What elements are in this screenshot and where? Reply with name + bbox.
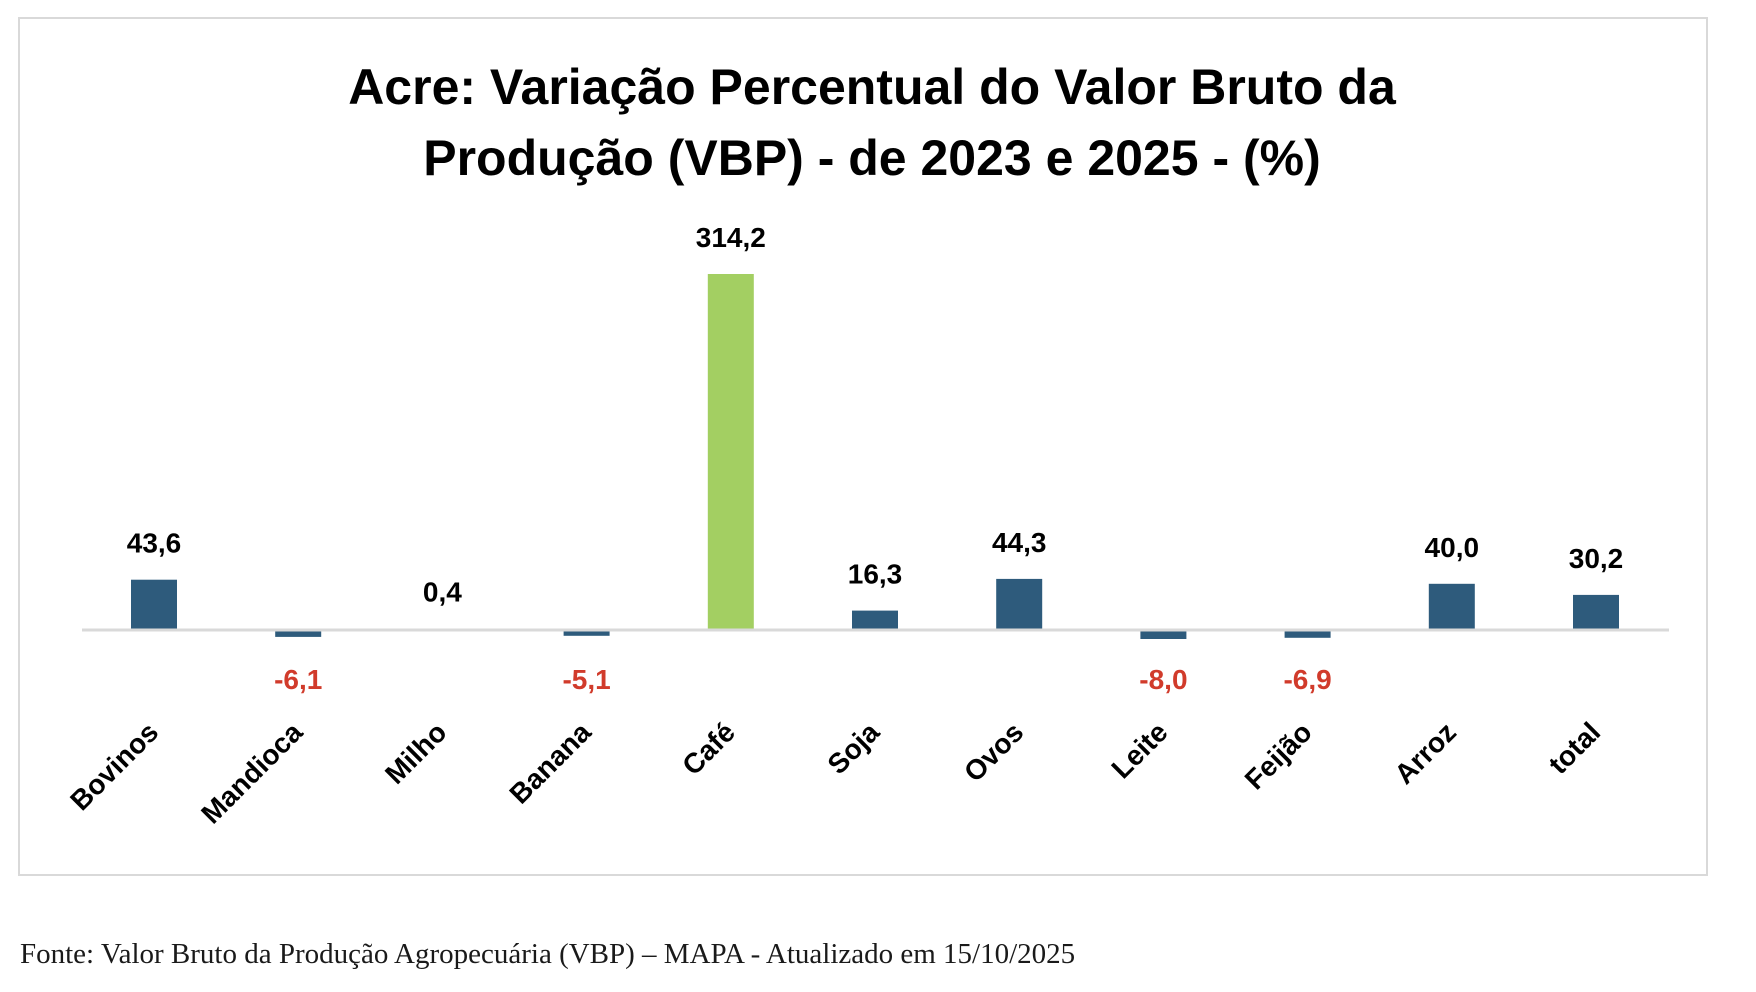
- category-label-café: Café: [676, 716, 741, 781]
- data-label-leite: -8,0: [1139, 664, 1187, 695]
- category-label-soja: Soja: [822, 716, 886, 780]
- category-labels-group: Bovinos Mandioca Milho Banana Café Soja Ovos Le…: [64, 716, 1606, 830]
- bar-feijão: [1284, 630, 1331, 638]
- category-label-milho: Milho: [379, 716, 453, 790]
- category-label-mandioca: Mandioca: [195, 716, 309, 830]
- bar-café: [707, 274, 754, 629]
- data-label-café: 314,2: [696, 222, 766, 253]
- bar-mandioca: [275, 630, 322, 637]
- data-label-banana: -5,1: [562, 664, 610, 695]
- category-label-total: total: [1543, 716, 1607, 780]
- data-label-arroz: 40,0: [1425, 532, 1480, 563]
- source-note: Fonte: Valor Bruto da Produção Agropecuá…: [20, 938, 1076, 970]
- category-label-banana: Banana: [503, 716, 597, 810]
- data-label-mandioca: -6,1: [274, 664, 322, 695]
- bar-total: [1573, 594, 1619, 629]
- category-label-arroz: Arroz: [1388, 716, 1462, 790]
- chart-frame: Acre: Variação Percentual do Valor Bruto…: [18, 17, 1708, 876]
- category-label-leite: Leite: [1106, 716, 1174, 784]
- data-label-soja: 16,3: [848, 559, 903, 590]
- category-label-bovinos: Bovinos: [64, 716, 164, 816]
- category-label-ovos: Ovos: [958, 716, 1029, 787]
- bar-banana: [563, 630, 610, 636]
- bar-chart: Acre: Variação Percentual do Valor Bruto…: [64, 59, 1669, 830]
- bar-bovinos: [131, 579, 177, 629]
- data-label-total: 30,2: [1569, 543, 1624, 574]
- bars-group: [131, 274, 1619, 639]
- bar-leite: [1140, 630, 1187, 639]
- data-label-feijão: -6,9: [1283, 664, 1331, 695]
- data-labels-group: 43,6 -6,1 0,4 -5,1 314,2 16,3 44,3 -8,0 -6,9 40,0…: [127, 222, 1624, 695]
- bar-ovos: [996, 578, 1043, 629]
- data-label-bovinos: 43,6: [127, 528, 182, 559]
- chart-title-line-1: Acre: Variação Percentual do Valor Bruto…: [348, 59, 1397, 115]
- data-label-milho: 0,4: [423, 577, 462, 608]
- bar-soja: [852, 610, 898, 629]
- category-label-feijão: Feijão: [1239, 716, 1318, 795]
- chart-title-line-2: Produção (VBP) - de 2023 e 2025 - (%): [423, 130, 1321, 186]
- bar-arroz: [1428, 583, 1475, 629]
- data-label-ovos: 44,3: [992, 527, 1047, 558]
